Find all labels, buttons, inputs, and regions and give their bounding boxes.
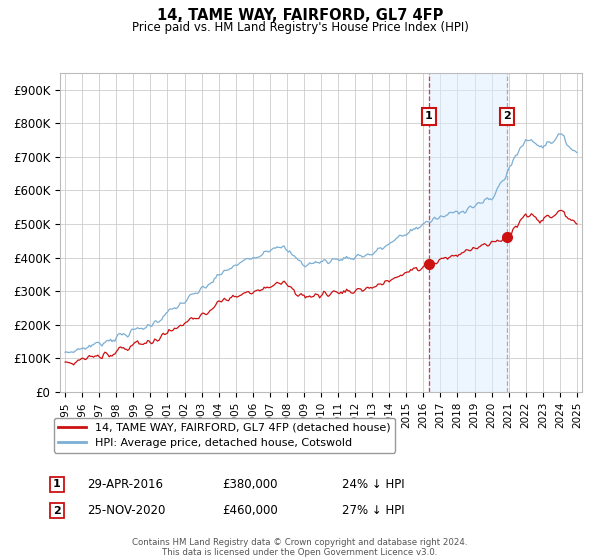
Text: 14, TAME WAY, FAIRFORD, GL7 4FP: 14, TAME WAY, FAIRFORD, GL7 4FP [157, 8, 443, 24]
Text: 25-NOV-2020: 25-NOV-2020 [87, 504, 166, 517]
Bar [429, 73, 507, 392]
Text: Price paid vs. HM Land Registry's House Price Index (HPI): Price paid vs. HM Land Registry's House … [131, 21, 469, 34]
Legend: 14, TAME WAY, FAIRFORD, GL7 4FP (detached house), HPI: Average price, detached h: 14, TAME WAY, FAIRFORD, GL7 4FP (detache… [53, 418, 395, 452]
Text: 1: 1 [53, 479, 61, 489]
Text: 2: 2 [53, 506, 61, 516]
Text: 29-APR-2016: 29-APR-2016 [87, 478, 163, 491]
Text: £460,000: £460,000 [222, 504, 278, 517]
Text: Contains HM Land Registry data © Crown copyright and database right 2024.
This d: Contains HM Land Registry data © Crown c… [132, 538, 468, 557]
Text: 1: 1 [425, 111, 433, 122]
Text: 2: 2 [503, 111, 511, 122]
Text: £380,000: £380,000 [222, 478, 277, 491]
Text: 27% ↓ HPI: 27% ↓ HPI [342, 504, 404, 517]
Text: 24% ↓ HPI: 24% ↓ HPI [342, 478, 404, 491]
